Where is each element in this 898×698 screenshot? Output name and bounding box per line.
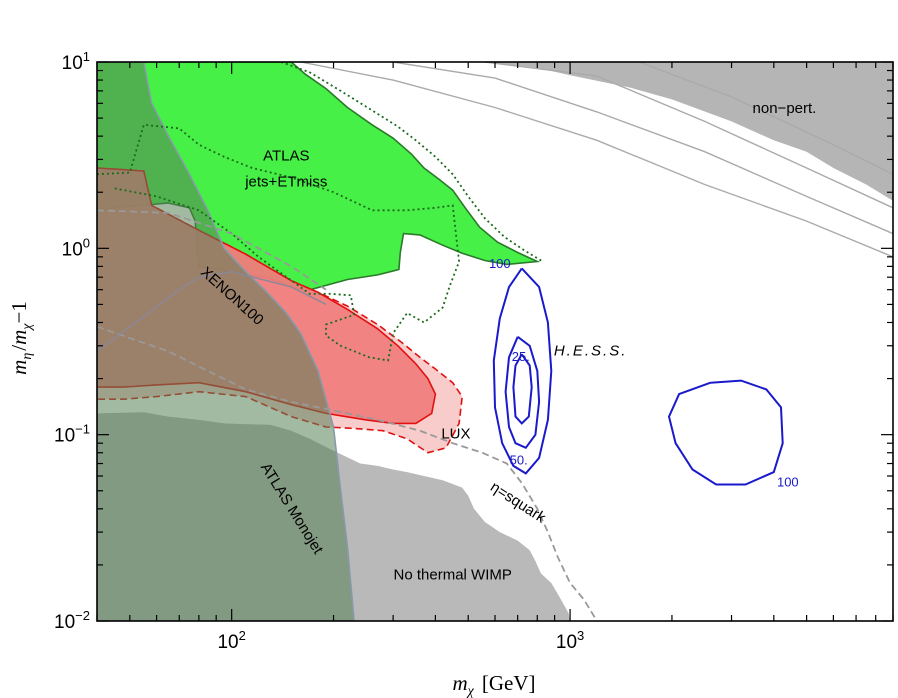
- y-tick-label: 101: [62, 49, 90, 74]
- x-tick-label: 103: [556, 628, 584, 653]
- line-atlas-exp-2: [97, 123, 461, 362]
- hess-contour-2: [504, 335, 541, 450]
- annotation-lux: LUX: [441, 426, 470, 443]
- ticks-layer: [96, 61, 894, 622]
- hess-contour-1: [512, 353, 533, 425]
- annotation-atlas: ATLAS: [263, 148, 309, 165]
- line-atlas-monojet-edge: [97, 270, 327, 352]
- hess-contour-label-1: 25.: [512, 349, 530, 364]
- line-gray-2: [392, 62, 893, 235]
- annotation-no-thermal-wimp: No thermal WIMP: [394, 567, 512, 584]
- region-atlas-monojet: [97, 62, 355, 621]
- line-gray-3: [484, 62, 893, 209]
- region-non-pert: [484, 62, 893, 201]
- line-gray-4: [638, 62, 893, 175]
- hess-contour-3: [492, 267, 553, 475]
- hess-contour-label-2: 50.: [510, 453, 528, 468]
- annotation-non-pert: non−pert.: [753, 100, 817, 117]
- x-tick-label: 102: [217, 628, 245, 653]
- contours-layer: 25. 50. 100 100: [489, 256, 799, 490]
- lines-layer: [97, 62, 893, 621]
- regions-layer: [97, 62, 893, 621]
- y-axis-label: mη/mχ−1: [7, 301, 35, 375]
- line-squark: [97, 325, 598, 621]
- line-atlas-exp-1: [280, 62, 544, 263]
- annotation-h-e-s-s: H.E.S.S.: [554, 342, 628, 359]
- y-tick-label: 10−1: [54, 422, 90, 447]
- hess-contour-4: [667, 379, 784, 486]
- x-axis-label: mχ [GeV]: [453, 671, 536, 698]
- y-tick-label: 100: [62, 235, 90, 260]
- hess-contour-label-4: 100: [777, 474, 799, 489]
- line-gray-1: [300, 62, 893, 258]
- tick-labels-layer: 102 103 10−2 10−1 100 101: [54, 49, 584, 653]
- hess-contour-label-3: 100: [489, 256, 511, 271]
- annotation-jets-etmiss: jets+ETmiss: [244, 174, 327, 191]
- y-tick-label: 10−2: [54, 608, 90, 633]
- line-xenon-dashed: [97, 209, 327, 291]
